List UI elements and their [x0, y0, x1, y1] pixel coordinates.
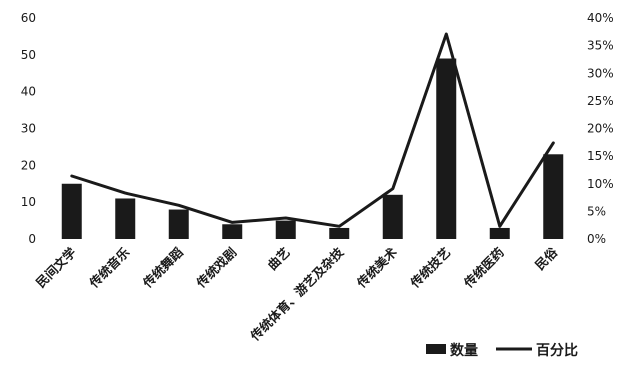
right-axis: 0% 5% 10% 15% 20% 25% 30% 35% 40% [587, 11, 614, 246]
right-tick-label: 20% [587, 122, 614, 136]
right-tick-label: 40% [587, 11, 614, 25]
legend-bar-label: 数量 [450, 342, 478, 359]
bar-4 [275, 220, 296, 239]
right-tick-label: 30% [587, 66, 614, 80]
right-tick-label: 15% [587, 149, 614, 163]
right-tick-label: 35% [587, 39, 614, 53]
left-tick-label: 30 [21, 122, 36, 136]
bar-8 [489, 227, 510, 239]
right-tick-label: 0% [587, 232, 606, 246]
bar-3 [222, 224, 243, 239]
left-tick-label: 60 [21, 11, 36, 25]
right-tick-label: 10% [587, 177, 614, 191]
left-tick-label: 0 [28, 232, 36, 246]
bar-1 [115, 198, 136, 239]
legend-bar-swatch [426, 344, 446, 354]
left-tick-label: 10 [21, 195, 36, 209]
bar-5 [329, 227, 350, 239]
left-tick-label: 40 [21, 85, 36, 99]
bar-0 [61, 183, 82, 239]
bar-6 [382, 194, 403, 239]
line-path [70, 32, 555, 228]
right-tick-label: 5% [587, 204, 606, 218]
bar-series [61, 58, 564, 240]
legend-line-label: 百分比 [536, 342, 578, 359]
bar-2 [168, 209, 189, 239]
left-tick-label: 20 [21, 158, 36, 172]
right-tick-label: 25% [587, 94, 614, 108]
left-axis: 0 10 20 30 40 50 60 [21, 11, 36, 246]
bar-7 [436, 58, 457, 240]
bar-9 [543, 154, 564, 239]
legend: 数量 百分比 [426, 342, 578, 359]
left-tick-label: 50 [21, 48, 36, 62]
line-series [70, 32, 555, 228]
